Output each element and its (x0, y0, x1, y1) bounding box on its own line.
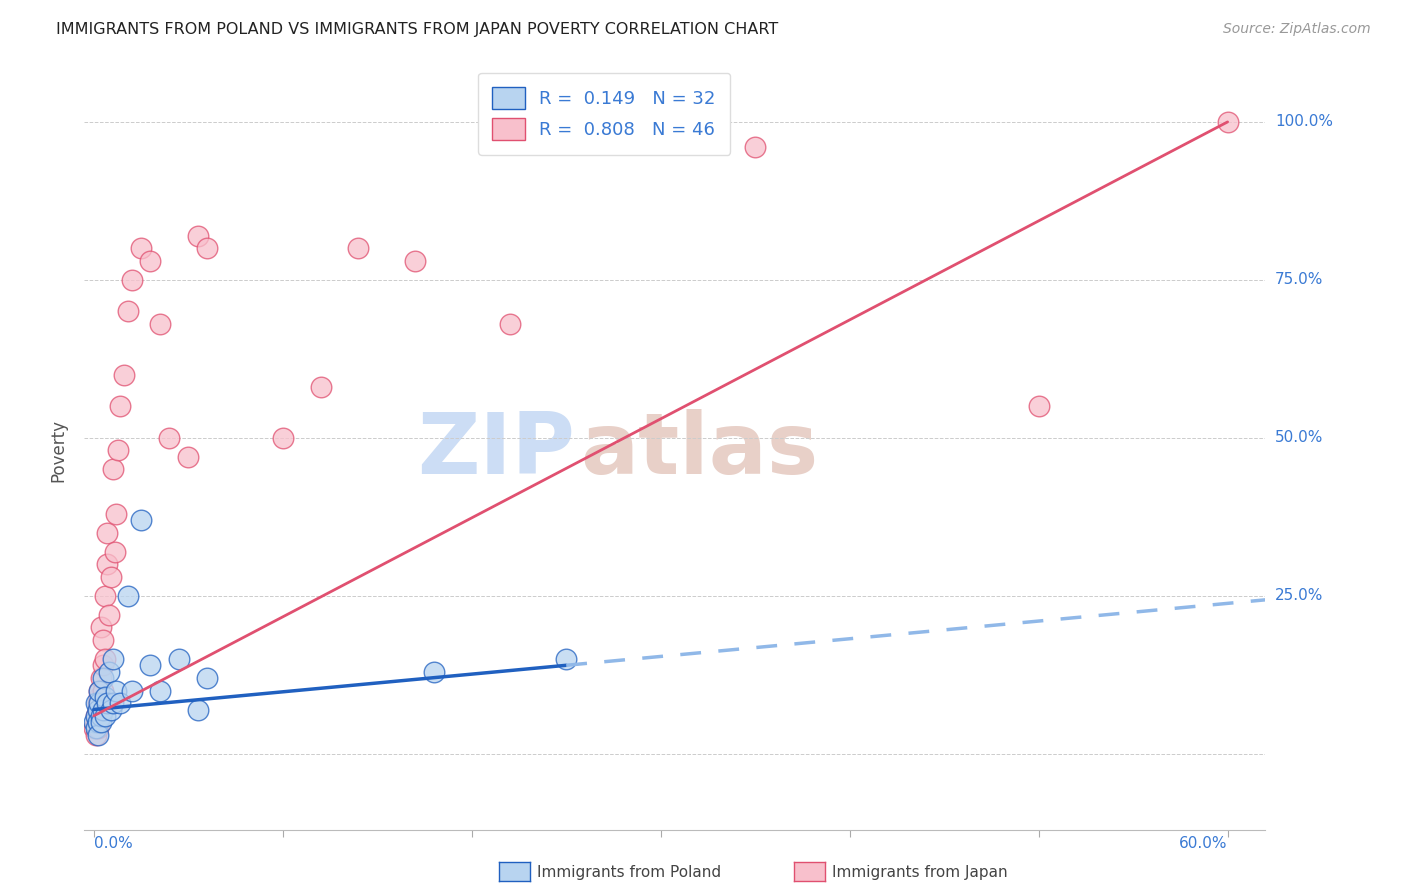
Text: 50.0%: 50.0% (1275, 430, 1323, 445)
Point (498, 317, 520, 331)
Y-axis label: Poverty: Poverty (49, 419, 67, 482)
Point (94, 652, 117, 666)
Text: 0.0%: 0.0% (94, 836, 132, 851)
Point (91, 702, 114, 716)
Point (86, 702, 108, 716)
Text: 100.0%: 100.0% (1275, 114, 1333, 129)
Text: Immigrants from Poland: Immigrants from Poland (537, 865, 721, 880)
Point (91, 671, 114, 685)
Point (195, 671, 218, 685)
Point (86, 702, 108, 716)
Point (101, 696, 124, 710)
Point (110, 399, 132, 413)
Point (100, 702, 122, 716)
Text: Immigrants from Japan: Immigrants from Japan (832, 865, 1008, 880)
Point (84, 715, 107, 730)
Point (94, 589, 117, 603)
Point (167, 652, 190, 666)
Point (86, 696, 108, 710)
Point (121, 683, 143, 698)
Point (129, 513, 152, 527)
Point (96, 557, 118, 572)
Point (84, 696, 107, 710)
Point (149, 683, 172, 698)
Point (404, 254, 426, 268)
Point (91, 633, 114, 648)
Point (83, 715, 105, 730)
Text: 75.0%: 75.0% (1275, 272, 1323, 287)
Point (105, 683, 128, 698)
Point (83, 722, 105, 736)
Point (89, 696, 111, 710)
Point (555, 652, 578, 666)
Point (90, 620, 112, 634)
Point (89, 690, 111, 704)
Point (157, 431, 180, 445)
Point (96, 696, 118, 710)
Text: Source: ZipAtlas.com: Source: ZipAtlas.com (1223, 22, 1371, 37)
Point (139, 658, 162, 673)
Point (187, 228, 209, 243)
Point (86, 715, 108, 730)
Point (84, 728, 107, 742)
Text: atlas: atlas (581, 409, 818, 492)
Point (89, 683, 111, 698)
Text: ZIP: ZIP (416, 409, 575, 492)
Point (195, 241, 218, 255)
Point (347, 241, 370, 255)
Point (100, 570, 122, 584)
Point (1216, 115, 1239, 129)
Point (89, 715, 111, 730)
Point (1028, 399, 1050, 413)
Point (423, 665, 446, 679)
Point (90, 715, 112, 730)
Point (117, 589, 139, 603)
Point (97, 607, 120, 622)
Point (104, 544, 127, 558)
Point (94, 690, 117, 704)
Point (89, 683, 111, 698)
Point (89, 702, 111, 716)
Point (86, 728, 108, 742)
Point (96, 525, 118, 540)
Point (101, 462, 124, 476)
Point (121, 273, 143, 287)
Legend: R =  0.149   N = 32, R =  0.808   N = 46: R = 0.149 N = 32, R = 0.808 N = 46 (478, 73, 730, 155)
Point (744, 140, 766, 154)
Point (187, 702, 209, 716)
Point (105, 507, 128, 521)
Text: 25.0%: 25.0% (1275, 589, 1323, 603)
Point (139, 254, 162, 268)
Point (110, 696, 132, 710)
Point (86, 709, 108, 723)
Point (149, 317, 172, 331)
Point (107, 443, 129, 458)
Point (94, 709, 117, 723)
Point (91, 658, 114, 673)
Point (86, 722, 108, 736)
Point (117, 304, 139, 318)
Point (129, 241, 152, 255)
Point (101, 652, 124, 666)
Point (90, 671, 112, 685)
Point (84, 722, 107, 736)
Point (90, 709, 112, 723)
Point (84, 709, 107, 723)
Point (271, 431, 294, 445)
Text: IMMIGRANTS FROM POLAND VS IMMIGRANTS FROM JAPAN POVERTY CORRELATION CHART: IMMIGRANTS FROM POLAND VS IMMIGRANTS FRO… (56, 22, 779, 37)
Point (309, 380, 332, 394)
Text: 60.0%: 60.0% (1180, 836, 1227, 851)
Point (112, 368, 135, 382)
Point (177, 450, 200, 464)
Point (84, 709, 107, 723)
Point (97, 665, 120, 679)
Point (91, 683, 114, 698)
